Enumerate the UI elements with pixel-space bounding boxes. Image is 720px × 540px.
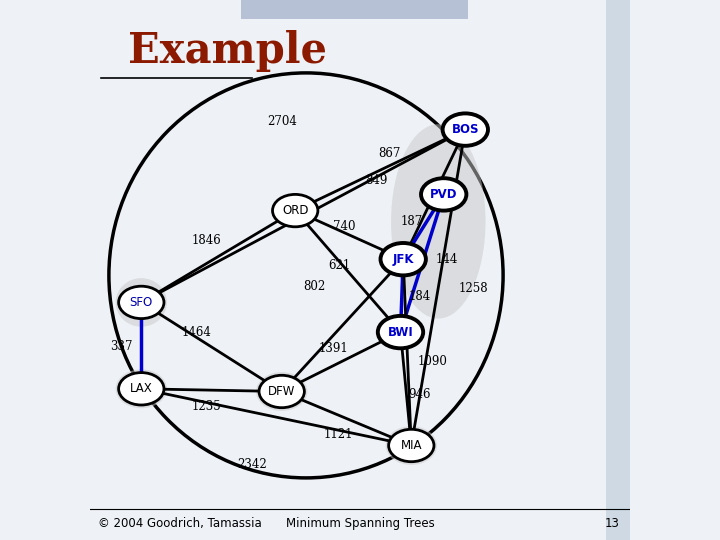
Ellipse shape: [391, 124, 485, 319]
Text: 849: 849: [365, 174, 387, 187]
Text: DFW: DFW: [268, 385, 295, 398]
Text: LAX: LAX: [130, 382, 153, 395]
Ellipse shape: [386, 426, 437, 465]
Text: 740: 740: [333, 220, 355, 233]
Text: 1846: 1846: [192, 234, 221, 247]
Ellipse shape: [389, 429, 434, 462]
Text: 946: 946: [408, 388, 431, 401]
Text: 337: 337: [110, 340, 132, 353]
Text: 621: 621: [328, 259, 351, 272]
Text: 2342: 2342: [237, 458, 267, 471]
Bar: [606, 0, 630, 540]
Text: 1235: 1235: [192, 400, 221, 413]
Ellipse shape: [256, 372, 307, 411]
Text: 184: 184: [408, 291, 431, 303]
Bar: [241, 0, 468, 19]
Ellipse shape: [272, 194, 318, 227]
Text: 1464: 1464: [182, 326, 212, 339]
Text: MIA: MIA: [400, 439, 422, 452]
Text: ORD: ORD: [282, 204, 308, 217]
Ellipse shape: [116, 369, 167, 408]
Text: 1121: 1121: [324, 428, 353, 441]
Text: 1090: 1090: [418, 355, 448, 368]
Text: BWI: BWI: [387, 326, 413, 339]
Ellipse shape: [378, 316, 423, 348]
Text: 13: 13: [604, 517, 619, 530]
Text: PVD: PVD: [430, 188, 457, 201]
Text: 2704: 2704: [267, 115, 297, 128]
Text: 1391: 1391: [318, 342, 348, 355]
Text: JFK: JFK: [392, 253, 414, 266]
Ellipse shape: [116, 278, 167, 327]
Text: SFO: SFO: [130, 296, 153, 309]
Text: © 2004 Goodrich, Tamassia: © 2004 Goodrich, Tamassia: [98, 517, 262, 530]
Text: 802: 802: [303, 280, 325, 293]
Ellipse shape: [119, 286, 164, 319]
Text: Minimum Spanning Trees: Minimum Spanning Trees: [286, 517, 434, 530]
Text: 144: 144: [435, 253, 458, 266]
Ellipse shape: [259, 375, 305, 408]
Text: 187: 187: [400, 215, 423, 228]
Text: BOS: BOS: [451, 123, 479, 136]
Text: Example: Example: [128, 30, 327, 72]
Ellipse shape: [421, 178, 467, 211]
Text: 1258: 1258: [459, 282, 488, 295]
Text: 867: 867: [379, 147, 401, 160]
Ellipse shape: [443, 113, 488, 146]
Ellipse shape: [119, 373, 164, 405]
Ellipse shape: [380, 243, 426, 275]
